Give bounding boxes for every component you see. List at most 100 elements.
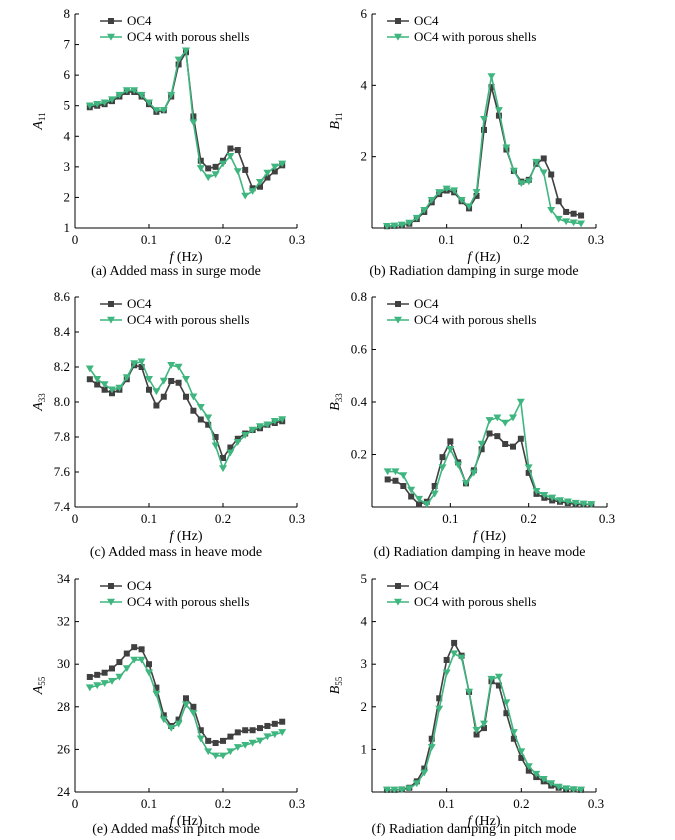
x-axis-label: f (Hz): [169, 529, 202, 544]
data-point-porous: [577, 786, 586, 794]
data-point-porous: [480, 720, 488, 728]
data-point-porous: [122, 87, 131, 95]
data-point-porous: [477, 440, 486, 448]
data-point-porous: [502, 699, 511, 707]
data-point-oc4: [175, 61, 182, 68]
data-point-oc4: [175, 379, 182, 386]
data-point-porous: [241, 432, 250, 439]
data-point-oc4: [271, 720, 278, 727]
chart-panel-c: 7.4 7.6 7.8 8.0 8.2 8.4 8.6 0 0.1 0.2 0.3 A33 f (Hz)…: [31, 289, 305, 560]
data-point-oc4: [392, 477, 399, 484]
y-tick-label: 0.4: [351, 394, 368, 409]
data-point-porous: [554, 215, 563, 223]
data-point-porous: [412, 214, 421, 222]
data-point-oc4: [488, 84, 495, 91]
data-point-oc4: [153, 402, 160, 409]
x-tick-label: 0.1: [439, 232, 455, 247]
data-point-oc4: [86, 376, 93, 383]
data-point-oc4: [146, 661, 152, 668]
data-point-porous: [248, 188, 257, 195]
y-axis-label: A55: [31, 676, 47, 695]
y-tick-label: 7.8: [54, 429, 70, 444]
data-point-oc4: [271, 168, 278, 175]
legend-label: OC4: [127, 296, 152, 311]
data-point-porous: [196, 404, 205, 411]
data-point-oc4: [510, 443, 516, 450]
data-point-porous: [494, 107, 503, 114]
data-point-porous: [487, 73, 496, 81]
data-point-oc4: [220, 737, 226, 744]
data-point-porous: [524, 178, 533, 186]
series-line-oc4: [387, 432, 592, 506]
x-axis-label: f (Hz): [467, 814, 500, 829]
y-axis-label: A33: [31, 393, 47, 412]
x-tick-label: 0.2: [215, 796, 231, 811]
data-point-porous: [108, 386, 116, 394]
data-point-oc4: [205, 737, 212, 744]
y-tick-label: 32: [57, 614, 70, 629]
data-point-porous: [130, 656, 139, 664]
x-tick-label: 0: [72, 511, 79, 526]
y-axis-label: A11: [31, 112, 47, 130]
x-tick-label: 0.2: [513, 796, 529, 811]
data-point-oc4: [510, 735, 517, 742]
x-tick-label: 0.2: [215, 511, 231, 526]
data-point-porous: [85, 365, 94, 373]
data-point-oc4: [160, 712, 167, 719]
data-point-porous: [189, 119, 198, 127]
y-tick-label: 2: [361, 149, 368, 164]
legend-marker: [107, 316, 115, 324]
y-tick-label: 4: [361, 614, 368, 629]
y-axis-label: B11: [328, 112, 344, 129]
data-point-oc4: [234, 435, 241, 442]
data-point-porous: [174, 720, 183, 728]
series-line-oc4: [386, 641, 582, 791]
legend-marker: [108, 583, 114, 589]
y-tick-label: 0.2: [351, 447, 367, 462]
data-point-porous: [211, 171, 220, 179]
legend-marker: [107, 598, 115, 606]
x-tick-label: 0.2: [513, 232, 529, 247]
data-point-porous: [115, 673, 124, 681]
data-point-porous: [159, 107, 168, 114]
data-point-porous: [137, 358, 146, 366]
legend-label: OC4 with porous shells: [414, 594, 536, 609]
y-tick-label: 7.6: [54, 464, 71, 479]
y-tick-label: 34: [57, 571, 71, 586]
data-point-porous: [211, 752, 220, 760]
y-axis-label: B55: [328, 676, 344, 694]
data-point-oc4: [86, 673, 93, 680]
data-point-oc4: [146, 386, 152, 393]
data-point-porous: [152, 388, 161, 396]
y-tick-label: 5: [64, 98, 71, 113]
data-point-porous: [450, 187, 459, 195]
data-point-porous: [501, 419, 510, 427]
caption-c: (c) Added mass in heave mode: [90, 545, 262, 560]
data-point-porous: [480, 116, 488, 123]
data-point-porous: [397, 786, 406, 794]
data-point-oc4: [131, 644, 138, 651]
data-point-porous: [562, 218, 571, 226]
data-point-porous: [196, 735, 205, 743]
data-point-porous: [405, 785, 414, 793]
data-point-oc4: [451, 639, 458, 646]
y-axis-label: B33: [328, 393, 344, 411]
data-point-porous: [219, 465, 227, 473]
data-point-oc4: [183, 695, 189, 702]
data-point-oc4: [138, 364, 145, 370]
data-point-porous: [278, 160, 287, 168]
data-point-porous: [532, 158, 541, 166]
y-tick-label: 30: [57, 656, 70, 671]
data-point-porous: [539, 169, 548, 177]
data-point-porous: [130, 87, 139, 95]
legend-label: OC4: [127, 13, 152, 28]
data-point-porous: [115, 91, 124, 99]
data-point-porous: [465, 688, 474, 696]
data-point-oc4: [249, 727, 256, 734]
data-point-oc4: [431, 483, 438, 489]
y-tick-label: 26: [57, 741, 71, 756]
data-point-porous: [270, 731, 279, 739]
y-tick-label: 28: [57, 699, 70, 714]
